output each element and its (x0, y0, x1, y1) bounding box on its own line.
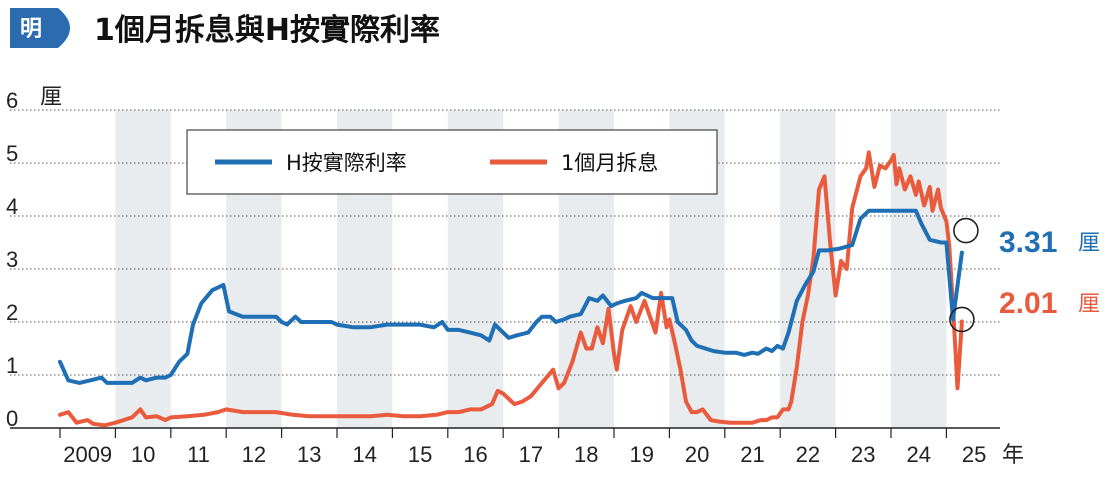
y-tick-3: 3 (6, 247, 18, 272)
y-axis-unit: 厘 (40, 85, 62, 110)
y-axis-ticks: 0 1 2 3 4 5 6 (6, 88, 18, 431)
x-tick-25: 25 (962, 442, 986, 467)
y-tick-0: 0 (6, 406, 18, 431)
legend-label-hibor: 1個月拆息 (561, 151, 658, 175)
hibor-line (58, 150, 964, 428)
y-tick-6: 6 (6, 88, 18, 113)
x-tick-18: 18 (574, 442, 598, 467)
h-rate-line (58, 208, 964, 385)
y-tick-4: 4 (6, 194, 18, 219)
end-unit-hibor: 厘 (1078, 292, 1100, 317)
end-labels: 3.31 厘 2.01 厘 (949, 217, 1100, 333)
x-tick-22: 22 (796, 442, 820, 467)
x-tick-11: 11 (187, 442, 210, 467)
y-tick-2: 2 (6, 300, 18, 325)
x-tick-13: 13 (297, 442, 321, 467)
end-marker-h-rate (953, 217, 979, 244)
x-tick-21: 21 (740, 442, 764, 467)
legend: H按實際利率 1個月拆息 (186, 129, 718, 195)
logo-shape (10, 8, 70, 48)
x-tick-23: 23 (851, 442, 875, 467)
logo-text: 明 (20, 16, 42, 42)
x-tick-17: 17 (519, 442, 543, 467)
y-tick-1: 1 (6, 353, 18, 378)
end-marker-hibor (949, 306, 975, 333)
x-tick-15: 15 (408, 442, 432, 467)
logo-badge: 明 (10, 8, 70, 48)
x-axis: 2009 10 11 12 13 14 15 16 17 18 19 20 21 22 23 24 25 (10, 427, 1000, 467)
end-value-h-rate: 3.31 (999, 226, 1057, 259)
series-lines (58, 150, 964, 428)
x-tick-19: 19 (629, 442, 653, 467)
x-tick-12: 12 (242, 442, 266, 467)
y-tick-5: 5 (6, 141, 18, 166)
chart-title: 1個月拆息與H按實際利率 (94, 13, 440, 48)
x-axis-unit: 年 (1002, 443, 1024, 468)
x-tick-20: 20 (685, 442, 709, 467)
legend-label-h-rate: H按實際利率 (286, 151, 407, 175)
x-tick-2009: 2009 (63, 442, 112, 467)
legend-box (186, 129, 718, 195)
gridlines (10, 109, 1000, 376)
end-unit-h-rate: 厘 (1078, 231, 1100, 256)
x-tick-14: 14 (352, 442, 376, 467)
x-tick-10: 10 (131, 442, 155, 467)
x-tick-16: 16 (463, 442, 487, 467)
end-value-hibor: 2.01 (999, 287, 1057, 320)
x-tick-24: 24 (906, 442, 930, 467)
